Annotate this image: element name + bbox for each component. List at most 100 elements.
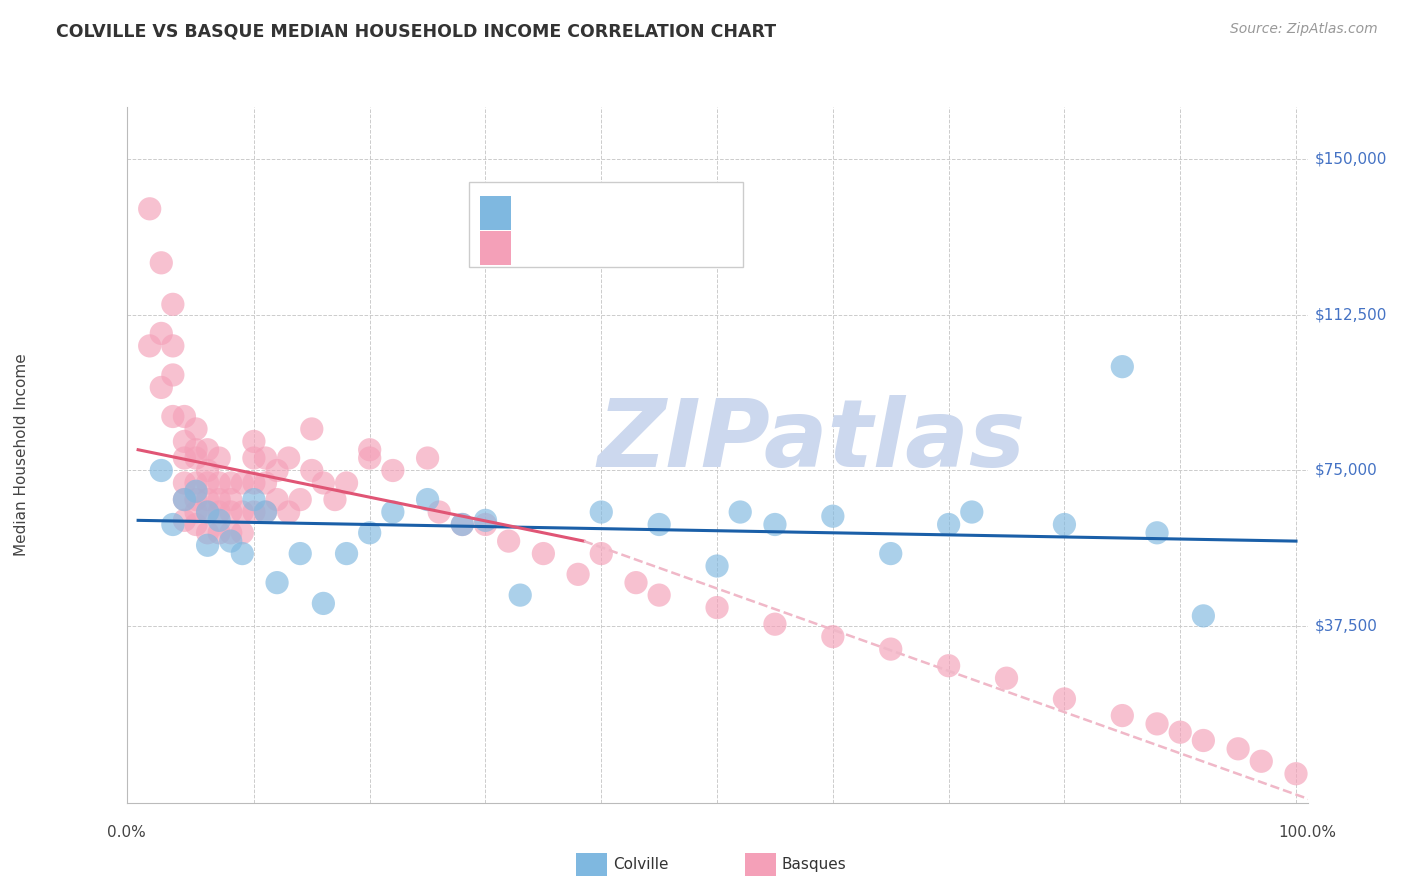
Point (208, 492, 231, 507)
Point (208, 513, 231, 527)
Point (451, 517, 474, 532)
Point (173, 492, 195, 507)
Point (960, 505, 983, 519)
Point (821, 509, 844, 524)
Point (1227, 741, 1250, 756)
Point (254, 505, 277, 519)
Point (591, 547, 613, 561)
Point (208, 475, 231, 490)
Point (1285, 766, 1308, 780)
Point (359, 442, 381, 457)
Text: Basques: Basques (782, 857, 846, 871)
Text: Colville: Colville (613, 857, 668, 871)
Point (880, 642, 903, 657)
Point (173, 409, 195, 424)
Point (266, 463, 288, 477)
Point (254, 475, 277, 490)
Point (531, 547, 554, 561)
Point (243, 505, 266, 519)
Point (173, 475, 195, 490)
Point (290, 547, 312, 561)
Text: R =  -0.059   N = 34: R = -0.059 N = 34 (523, 205, 678, 220)
Point (219, 492, 242, 507)
Point (509, 588, 531, 602)
Point (312, 596, 335, 610)
Point (243, 475, 266, 490)
Text: $75,000: $75,000 (1315, 463, 1378, 478)
Point (254, 505, 277, 519)
Point (381, 463, 404, 477)
Point (197, 505, 219, 519)
Point (1192, 608, 1215, 623)
Point (231, 525, 253, 540)
Text: $150,000: $150,000 (1315, 152, 1386, 167)
Point (938, 658, 960, 673)
Point (335, 547, 357, 561)
Point (938, 517, 960, 532)
Point (208, 450, 231, 465)
Point (266, 575, 288, 590)
Point (184, 422, 207, 436)
Point (197, 463, 219, 477)
Point (763, 517, 786, 532)
Point (162, 297, 184, 311)
Point (648, 517, 671, 532)
Point (995, 671, 1018, 685)
Point (381, 505, 404, 519)
Point (219, 505, 242, 519)
Point (728, 505, 751, 519)
Point (1168, 725, 1191, 739)
Point (243, 450, 266, 465)
Point (208, 505, 231, 519)
Text: 0.0%: 0.0% (107, 825, 146, 840)
Point (184, 475, 207, 490)
Point (1111, 708, 1133, 723)
Point (706, 559, 728, 574)
Point (162, 368, 184, 382)
Point (184, 517, 207, 532)
Point (197, 475, 219, 490)
Point (173, 450, 195, 465)
Point (150, 380, 173, 394)
Point (173, 492, 195, 507)
Point (184, 492, 207, 507)
Point (359, 450, 381, 465)
Point (624, 575, 647, 590)
Point (451, 517, 474, 532)
Point (763, 617, 786, 632)
Point (1053, 692, 1076, 706)
Text: $37,500: $37,500 (1315, 619, 1378, 633)
Point (821, 630, 844, 644)
Point (243, 434, 266, 449)
Point (173, 434, 195, 449)
Point (184, 484, 207, 499)
Point (474, 513, 496, 527)
Point (1250, 754, 1272, 768)
Text: 100.0%: 100.0% (1278, 825, 1337, 840)
Point (197, 525, 219, 540)
Text: ZIPatlas: ZIPatlas (598, 395, 1025, 487)
Point (138, 339, 160, 353)
Point (706, 600, 728, 615)
Point (1111, 359, 1133, 374)
Point (1146, 525, 1168, 540)
Point (1146, 717, 1168, 731)
Point (150, 463, 173, 477)
Point (184, 442, 207, 457)
Text: R =  -0.212   N = 84: R = -0.212 N = 84 (523, 240, 678, 255)
Point (648, 588, 671, 602)
Point (416, 492, 439, 507)
Point (197, 505, 219, 519)
Point (162, 339, 184, 353)
Text: $112,500: $112,500 (1315, 307, 1386, 322)
Point (243, 492, 266, 507)
Point (197, 492, 219, 507)
Point (231, 505, 253, 519)
Point (416, 450, 439, 465)
Point (277, 505, 299, 519)
Point (231, 547, 253, 561)
Point (162, 409, 184, 424)
Point (301, 422, 323, 436)
Text: Source: ZipAtlas.com: Source: ZipAtlas.com (1230, 22, 1378, 37)
Point (498, 534, 520, 549)
